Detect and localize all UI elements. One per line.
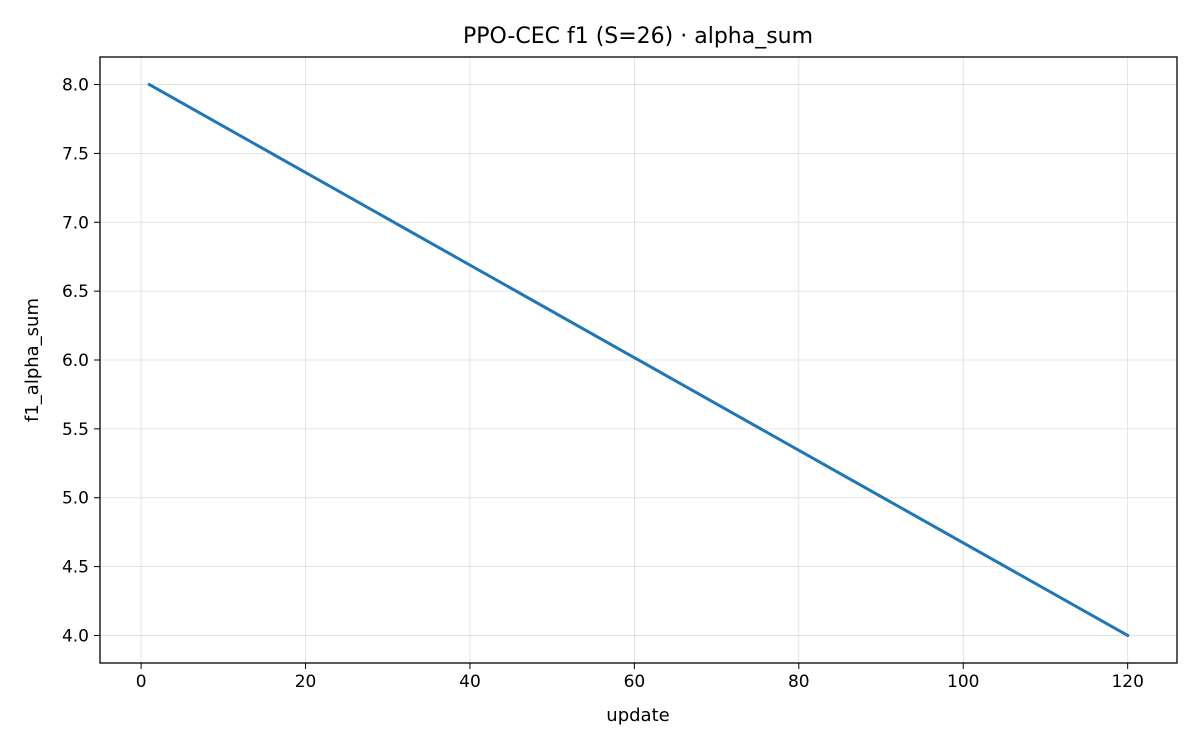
x-tick-label: 100: [947, 672, 979, 692]
y-tick-label: 5.0: [62, 489, 89, 509]
x-tick-label: 20: [295, 672, 317, 692]
x-tick-label: 60: [624, 672, 646, 692]
series-line: [147, 82, 1130, 638]
x-tick-label: 80: [788, 672, 810, 692]
y-tick-label: 6.0: [62, 351, 89, 371]
y-tick-label: 5.5: [62, 420, 89, 440]
x-tick-label: 120: [1111, 672, 1143, 692]
y-tick-label: 6.5: [62, 282, 89, 302]
y-tick-label: 4.0: [62, 626, 89, 646]
ticks: 0 20 40 60 80 100 120 4.0 4.5 5.0 5.5 6.0 6.5 7.0 7.5 8…: [62, 76, 1144, 692]
series-layer: [147, 82, 1130, 638]
y-tick-label: 8.0: [62, 76, 89, 96]
y-tick-label: 4.5: [62, 558, 89, 578]
y-axis-label: f1_alpha_sum: [22, 298, 43, 422]
x-tick-label: 0: [136, 672, 147, 692]
grid: [100, 57, 1177, 663]
y-tick-label: 7.0: [62, 213, 89, 233]
x-tick-label: 40: [459, 672, 481, 692]
y-tick-label: 7.5: [62, 144, 89, 164]
chart-title: PPO-CEC f1 (S=26) · alpha_sum: [463, 24, 813, 49]
x-axis-label: update: [606, 705, 669, 726]
